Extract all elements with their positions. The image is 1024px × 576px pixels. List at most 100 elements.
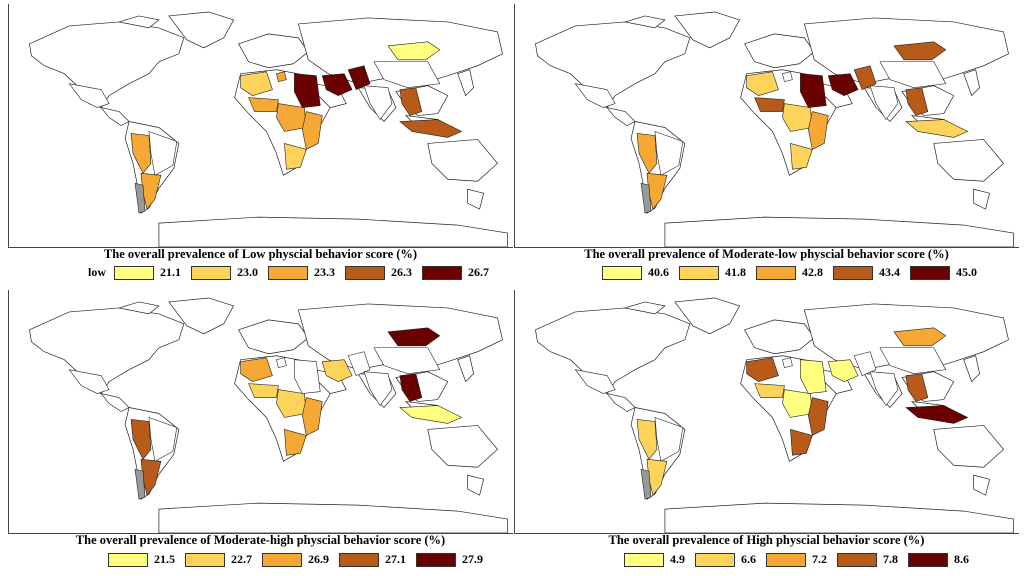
country-eastafrica <box>302 397 323 436</box>
legend-label: 22.7 <box>231 552 252 566</box>
country-westafrica2 <box>248 97 279 112</box>
country-middleeast <box>827 359 859 382</box>
landmass <box>606 393 636 412</box>
country-southam-west <box>130 133 152 174</box>
legend-swatch <box>624 552 664 567</box>
country-southafrica <box>790 429 813 456</box>
country-southam-west <box>130 419 152 460</box>
country-pakistan <box>347 65 371 91</box>
legend-label: 43.4 <box>879 265 900 279</box>
country-egypt-sudan <box>800 359 827 394</box>
legend-item: 26.7 <box>422 265 489 280</box>
legend-swatch <box>837 552 877 567</box>
country-seasia <box>905 373 929 402</box>
world-map-svg <box>9 4 513 247</box>
country-westafrica <box>240 71 273 96</box>
country-egypt-sudan <box>800 73 827 108</box>
country-india <box>869 85 899 121</box>
country-china <box>373 61 441 88</box>
landmass <box>168 297 235 335</box>
country-mongolia <box>387 327 441 347</box>
country-india <box>869 371 899 407</box>
country-mongolia <box>387 41 441 61</box>
map-title: The overall prevalence of Low physcial b… <box>103 247 418 261</box>
legend-swatch <box>268 265 308 280</box>
legend-swatch <box>422 265 462 280</box>
legend-item: 4.9 <box>624 552 685 567</box>
country-egypt-sudan <box>294 73 321 108</box>
legend-item: 27.9 <box>416 552 483 567</box>
country-europe-spot <box>276 357 287 369</box>
country-mexico <box>68 83 110 108</box>
country-chile <box>640 182 652 214</box>
landmass <box>118 15 160 29</box>
country-westafrica <box>746 357 779 382</box>
legend-label: 21.1 <box>160 265 181 279</box>
landmass <box>238 319 309 355</box>
legend-swatch <box>191 265 231 280</box>
country-westafrica2 <box>754 383 785 398</box>
landmass <box>467 474 485 496</box>
country-europe-spot <box>782 357 793 369</box>
landmass <box>624 15 666 29</box>
country-westafrica <box>746 71 779 96</box>
country-china <box>879 347 947 374</box>
country-india <box>363 371 393 407</box>
legend-item: 21.1 <box>114 265 181 280</box>
legend-swatch <box>185 552 225 567</box>
country-chile <box>134 468 146 500</box>
world-map <box>514 4 1019 248</box>
landmass <box>168 11 235 49</box>
legend-swatch <box>108 552 148 567</box>
country-pakistan <box>347 351 371 377</box>
country-westafrica2 <box>754 97 785 112</box>
legend-swatch <box>908 552 948 567</box>
country-seasia <box>905 87 929 116</box>
landmass <box>427 139 499 182</box>
legend-label: 6.6 <box>741 552 756 566</box>
legend-swatch <box>339 552 379 567</box>
legend-item: 27.1 <box>339 552 406 567</box>
country-middleeast <box>321 73 353 96</box>
legend-item: 7.2 <box>766 552 827 567</box>
landmass <box>624 301 666 315</box>
country-centralafrica <box>782 103 813 132</box>
country-indonesia <box>905 405 969 424</box>
world-map-svg <box>515 290 1019 533</box>
world-map <box>514 290 1019 534</box>
country-chile <box>640 468 652 500</box>
legend-item: 23.0 <box>191 265 258 280</box>
legend-label: 7.8 <box>883 552 898 566</box>
legend-item: 7.8 <box>837 552 898 567</box>
country-westafrica <box>240 357 273 382</box>
country-pakistan <box>853 351 877 377</box>
legend-label: 26.9 <box>308 552 329 566</box>
country-seasia <box>399 373 423 402</box>
country-europe-spot <box>782 71 793 83</box>
country-india <box>363 85 393 121</box>
legend-item: 41.8 <box>679 265 746 280</box>
country-seasia <box>399 87 423 116</box>
legend-label: 4.9 <box>670 552 685 566</box>
landmass <box>973 474 991 496</box>
legend-swatch <box>766 552 806 567</box>
legend-label: 7.2 <box>812 552 827 566</box>
landmass <box>118 301 160 315</box>
country-china <box>879 61 947 88</box>
map-title: The overall prevalence of Moderate-low p… <box>584 247 949 261</box>
country-centralafrica <box>276 103 307 132</box>
legend-swatch <box>910 265 950 280</box>
map-legend: 40.6 41.8 42.8 43.4 45.0 <box>602 265 987 280</box>
landmass <box>158 502 508 533</box>
map-legend: 21.5 22.7 26.9 27.1 27.9 <box>108 552 493 567</box>
legend-item: 43.4 <box>833 265 900 280</box>
country-eastafrica <box>302 111 323 150</box>
world-map <box>8 290 513 534</box>
landmass <box>744 33 815 69</box>
landmass <box>963 69 981 97</box>
country-china <box>373 347 441 374</box>
country-brazil <box>148 131 178 176</box>
legend-item: 26.3 <box>345 265 412 280</box>
country-chile <box>134 182 146 214</box>
map-legend: 4.9 6.6 7.2 7.8 8.6 <box>624 552 979 567</box>
